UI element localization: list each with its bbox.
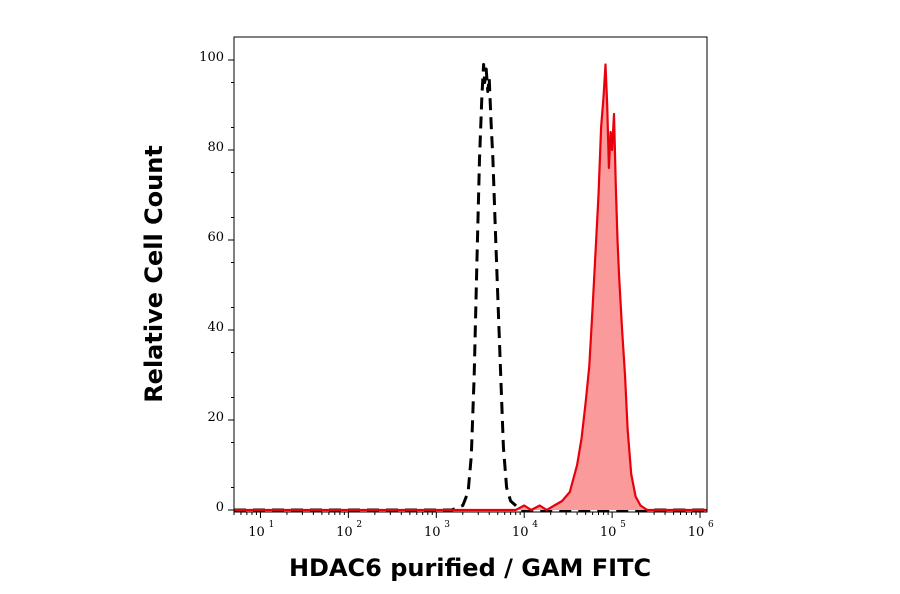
plot-frame	[233, 36, 708, 513]
x-tick-exponent: 6	[708, 520, 714, 530]
y-tick-label: 20	[207, 410, 224, 425]
x-tick-exponent: 2	[356, 520, 362, 530]
x-axis-title: HDAC6 purified / GAM FITC	[289, 554, 651, 582]
series-layer	[234, 63, 707, 512]
x-tick-exponent: 3	[444, 520, 450, 530]
y-tick-label: 0	[216, 500, 224, 515]
x-tick-exponent: 4	[532, 520, 538, 530]
y-tick-label: 60	[207, 230, 224, 245]
series-1-line	[234, 63, 707, 512]
x-tick-label: 10	[688, 525, 705, 540]
x-tick-label: 10	[248, 525, 265, 540]
y-axis-title: Relative Cell Count	[140, 145, 168, 403]
x-tick-label: 10	[512, 525, 529, 540]
y-tick-label: 100	[199, 50, 224, 65]
x-tick-label: 10	[336, 525, 353, 540]
x-tick-label: 10	[424, 525, 441, 540]
y-axis-ticks: 0 20 40 60 80 100	[199, 50, 234, 515]
y-tick-label: 40	[207, 320, 224, 335]
x-tick-exponent: 1	[268, 520, 274, 530]
x-tick-label: 10	[600, 525, 617, 540]
series-0-line	[234, 63, 707, 512]
y-tick-label: 80	[207, 140, 224, 155]
x-tick-exponent: 5	[620, 520, 626, 530]
series-1-fill	[234, 64, 707, 510]
x-axis-ticks: 10 1 10 2 10 3 10 4 10 5 10 6	[233, 512, 714, 540]
